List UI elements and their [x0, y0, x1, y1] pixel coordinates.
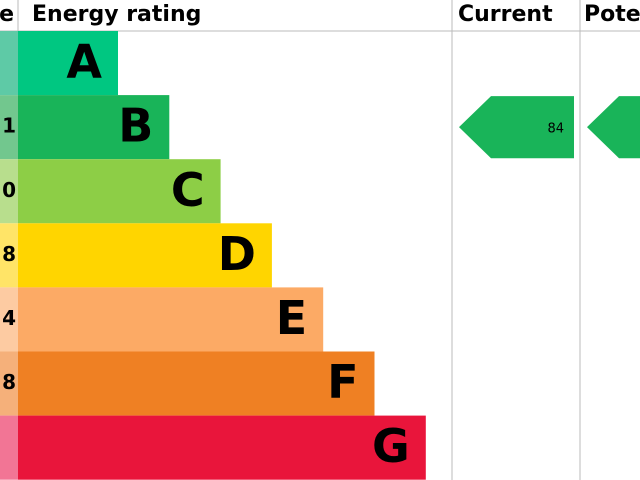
band-bar [18, 95, 170, 160]
band-letter: E [276, 291, 307, 345]
potential-arrow [587, 96, 640, 159]
band-bar [18, 223, 272, 288]
current-arrow [459, 96, 574, 159]
score-range: 8 [2, 242, 16, 266]
rating-header: Energy rating [32, 2, 201, 27]
band-bar [18, 159, 221, 224]
current-value: 84 [547, 122, 564, 137]
band-letter: C [171, 163, 205, 217]
band-letter: B [118, 99, 153, 153]
band-bar [18, 415, 426, 480]
potential-header: Pote [584, 2, 640, 27]
score-cell [0, 351, 18, 416]
band-letter: G [372, 419, 410, 473]
band-bar [18, 31, 118, 96]
score-cell [0, 223, 18, 288]
current-header: Current [458, 2, 553, 27]
score-header: e [0, 2, 14, 27]
score-cell [0, 415, 18, 480]
score-cell [0, 31, 18, 96]
score-range: 0 [2, 178, 16, 202]
score-cell [0, 95, 18, 160]
score-range: 4 [2, 306, 16, 330]
band-bar [18, 351, 375, 416]
score-cell [0, 287, 18, 352]
band-letter: A [66, 35, 102, 89]
band-bar [18, 287, 324, 352]
band-letter: F [327, 355, 358, 409]
score-range: 8 [2, 370, 16, 394]
band-letter: D [218, 227, 256, 281]
score-cell [0, 159, 18, 224]
score-range: 1 [2, 114, 16, 138]
